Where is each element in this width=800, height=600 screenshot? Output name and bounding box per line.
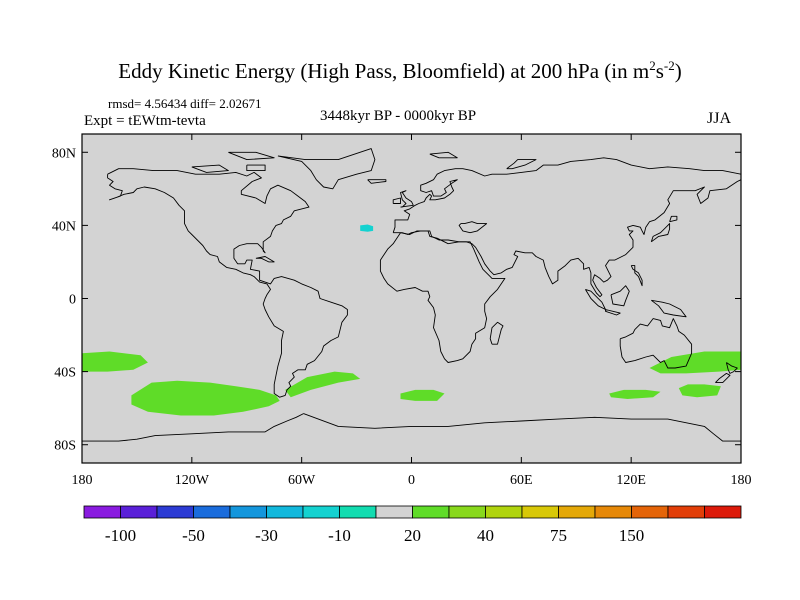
- colorbar-swatch: [412, 505, 450, 519]
- colorbar-label: -30: [255, 526, 278, 545]
- colorbar-label: -100: [105, 526, 136, 545]
- x-tick-label: 120E: [616, 473, 646, 488]
- x-tick-label: 180: [72, 473, 93, 488]
- coastline: [246, 164, 266, 172]
- period-label: 3448kyr BP - 0000kyr BP: [320, 108, 477, 124]
- coastline: [400, 190, 414, 208]
- coastline: [630, 265, 643, 287]
- season-label: JJA: [707, 110, 732, 127]
- coastline: [651, 299, 687, 318]
- colorbar-swatch: [339, 505, 377, 519]
- coastline: [255, 256, 275, 263]
- anomaly-region-south-atlantic-west: [285, 371, 361, 398]
- x-tick-label: 60W: [288, 473, 316, 488]
- coastline: [191, 164, 229, 173]
- colorbar-swatch: [704, 505, 742, 519]
- colorbar-swatch: [485, 505, 523, 519]
- coastline: [619, 318, 693, 369]
- colorbar-label: 150: [619, 526, 645, 545]
- x-tick-label: 180: [731, 473, 752, 488]
- colorbar-swatch: [448, 505, 486, 519]
- coastline: [107, 168, 348, 398]
- coastline: [429, 151, 458, 159]
- coastline: [650, 223, 671, 243]
- coastline: [277, 148, 376, 190]
- y-tick-label: 80S: [54, 439, 76, 454]
- coastline-layer: [82, 148, 741, 463]
- x-axis: 180 120W 60W 0 60E 120E 180: [72, 134, 752, 488]
- colorbar-label: 20: [404, 526, 421, 545]
- coastline: [725, 362, 738, 374]
- y-tick-label: 40N: [52, 219, 76, 234]
- coastline: [610, 285, 630, 307]
- colorbar-label: -50: [182, 526, 205, 545]
- y-tick-label: 0: [69, 293, 76, 308]
- anomaly-region-south-new-zealand: [678, 384, 721, 398]
- experiment-label: Expt = tEWtm-tevta: [84, 113, 206, 129]
- colorbar-label: 40: [477, 526, 494, 545]
- stats-text: rmsd= 4.56434 diff= 2.02671: [108, 96, 262, 111]
- colorbar-swatch: [120, 505, 158, 519]
- y-axis: 80N 40N 0 40S 80S: [52, 146, 741, 454]
- colorbar-swatch: [156, 505, 194, 519]
- anomaly-region-north-atlantic: [360, 224, 374, 232]
- colorbar-swatch: [558, 505, 596, 519]
- anomaly-region-south-atlantic-east: [400, 389, 445, 401]
- coastline: [669, 215, 678, 223]
- coastline: [82, 413, 741, 463]
- y-tick-label: 40S: [54, 366, 76, 381]
- coastline: [506, 159, 537, 170]
- coastline: [458, 221, 488, 234]
- coastline: [367, 179, 387, 184]
- colorbar-swatch: [667, 505, 705, 519]
- colorbar-label: 75: [550, 526, 567, 545]
- colorbar: -100 -50 -30 -10 20 40 75 150: [83, 505, 742, 545]
- coastline: [715, 372, 731, 384]
- colorbar-swatch: [631, 505, 669, 519]
- y-tick-label: 80N: [52, 146, 76, 161]
- colorbar-swatch: [193, 505, 231, 519]
- colorbar-label: -10: [328, 526, 351, 545]
- colorbar-swatch: [594, 505, 632, 519]
- coastline: [392, 197, 401, 204]
- x-tick-label: 60E: [510, 473, 533, 488]
- coastline: [605, 309, 621, 316]
- anomaly-region-south-pacific-west: [82, 351, 148, 372]
- coastline: [392, 157, 741, 298]
- x-tick-label: 120W: [175, 473, 210, 488]
- anomaly-region-south-pacific-main: [131, 380, 280, 416]
- coastline: [379, 230, 506, 363]
- coastline: [489, 321, 504, 345]
- colorbar-swatch: [521, 505, 559, 519]
- colorbar-swatch: [302, 505, 340, 519]
- coastline: [228, 151, 275, 161]
- colorbar-swatch: [375, 505, 413, 519]
- colorbar-swatch: [83, 505, 121, 519]
- x-tick-label: 0: [408, 473, 415, 488]
- chart-title: Eddy Kinetic Energy (High Pass, Bloomfie…: [118, 58, 682, 83]
- colorbar-swatch: [266, 505, 304, 519]
- anomaly-region-south-indian: [609, 389, 661, 399]
- colorbar-swatch: [229, 505, 267, 519]
